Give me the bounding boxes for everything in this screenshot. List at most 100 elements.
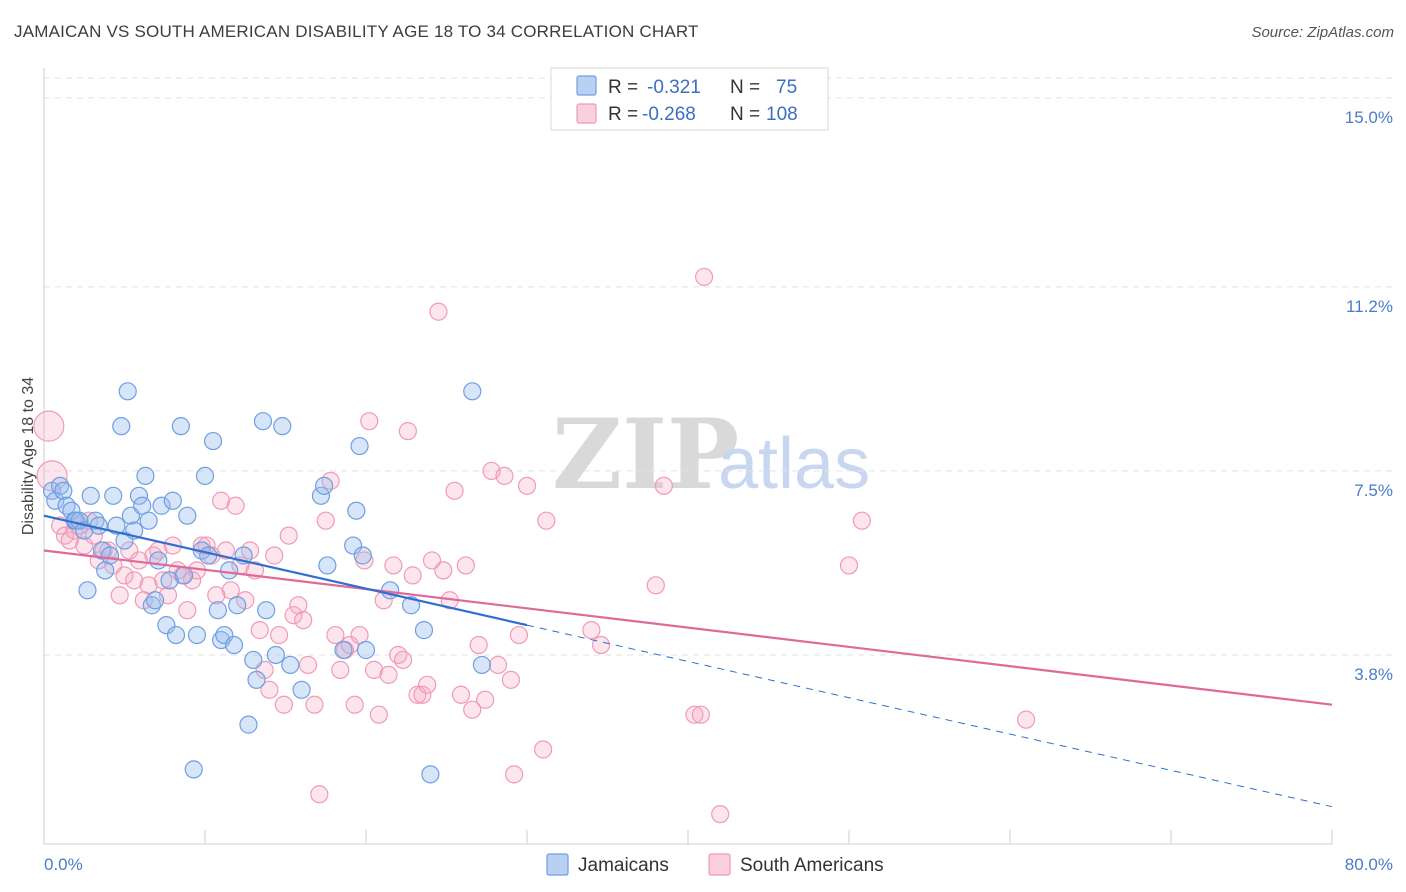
south-americans-point xyxy=(495,466,514,485)
south-americans-point xyxy=(216,541,236,560)
jamaicans-point xyxy=(239,715,258,734)
series-legend: Jamaicans South Americans xyxy=(546,853,884,876)
south-americans-point xyxy=(316,511,335,530)
jamaicans-point xyxy=(187,625,207,645)
south-americans-point xyxy=(694,267,714,287)
jamaicans-point xyxy=(401,596,421,615)
south-americans-point xyxy=(501,670,520,689)
south-americans-point xyxy=(434,561,453,580)
jamaicans-point xyxy=(266,645,285,665)
legend-n-label-jamaicans: N = xyxy=(730,77,760,98)
south-americans-point xyxy=(360,412,379,431)
jamaicans-point xyxy=(166,625,186,645)
south-americans-point xyxy=(115,566,134,585)
legend-r-label-south-americans: R = xyxy=(608,104,638,125)
south-americans-point xyxy=(685,705,704,724)
south-americans-point xyxy=(591,635,611,655)
south-americans-point xyxy=(505,765,524,784)
legend-n-label-south-americans: N = xyxy=(730,104,760,125)
jamaicans-point xyxy=(421,765,440,784)
south-americans-point xyxy=(533,740,553,759)
south-americans-point xyxy=(212,491,231,510)
jamaicans-point xyxy=(81,486,100,505)
jamaicans-point xyxy=(115,531,134,550)
jamaicans-point xyxy=(149,551,168,570)
bottom-legend-label-jamaicans: Jamaicans xyxy=(578,855,669,876)
south-americans-point xyxy=(582,621,601,640)
jamaicans-point xyxy=(104,486,123,505)
bottom-legend-label-south-americans: South Americans xyxy=(740,855,884,876)
jamaicans-point xyxy=(311,486,331,505)
y-axis-label: Disability Age 18 to 34 xyxy=(20,377,37,535)
x-tick-label-max: 80.0% xyxy=(1345,855,1393,874)
south-americans-point xyxy=(389,645,408,665)
legend-r-label-jamaicans: R = xyxy=(608,77,638,98)
south-americans-point xyxy=(294,611,313,630)
jamaicans-point xyxy=(136,466,155,485)
south-americans-point xyxy=(33,410,65,442)
jamaicans-point xyxy=(145,591,165,610)
south-americans-point xyxy=(60,531,79,550)
south-americans-point xyxy=(451,685,471,704)
jamaicans-point xyxy=(152,496,171,515)
jamaicans-point xyxy=(50,476,70,495)
south-americans-point xyxy=(418,675,437,694)
jamaicans-point xyxy=(281,655,300,675)
y-tick-label: 11.2% xyxy=(1346,297,1393,316)
jamaicans-point xyxy=(244,650,263,670)
jamaicans-trend-line xyxy=(43,514,528,627)
south-americans-point xyxy=(509,625,529,645)
legend-box xyxy=(550,67,829,131)
south-americans-point xyxy=(1016,710,1036,729)
south-americans-point xyxy=(207,586,226,605)
jamaicans-point xyxy=(247,670,266,689)
jamaicans-point xyxy=(184,760,203,779)
jamaicans-point xyxy=(142,596,161,615)
jamaicans-point xyxy=(163,491,182,510)
south-americans-point xyxy=(298,655,318,675)
south-americans-point xyxy=(413,685,432,704)
south-americans-point xyxy=(654,476,673,495)
south-americans-point xyxy=(250,621,269,640)
south-americans-point xyxy=(326,625,345,645)
jamaicans-point xyxy=(215,625,234,645)
y-tick-labels: 3.8% 7.5% 11.2% 15.0% xyxy=(1345,108,1393,684)
correlation-legend: R = -0.321 N = 75 R = -0.268 N = 108 xyxy=(550,67,829,131)
south-americans-point xyxy=(429,302,448,321)
jamaicans-point xyxy=(356,640,376,660)
jamaicans-points xyxy=(42,382,492,784)
jamaicans-point xyxy=(257,601,276,620)
jamaicans-point xyxy=(139,511,158,530)
jamaicans-point xyxy=(57,496,76,515)
south-americans-point xyxy=(408,685,427,704)
source-credit: Source: ZipAtlas.com xyxy=(1251,24,1394,41)
south-americans-point xyxy=(469,635,488,655)
south-americans-point xyxy=(517,476,537,495)
south-americans-point xyxy=(265,546,284,565)
south-americans-point xyxy=(537,511,556,530)
y-tick-label: 7.5% xyxy=(1354,481,1393,500)
south-americans-point xyxy=(125,571,144,590)
jamaicans-point xyxy=(129,486,149,505)
jamaicans-point xyxy=(54,481,73,500)
jamaicans-point xyxy=(171,417,190,436)
legend-r-value-jamaicans: -0.321 xyxy=(647,77,701,98)
jamaicans-point xyxy=(315,476,334,495)
south-americans-point xyxy=(305,695,324,714)
jamaicans-point xyxy=(334,640,353,660)
jamaicans-point xyxy=(178,506,197,525)
jamaicans-point xyxy=(472,655,492,675)
south-americans-point xyxy=(284,606,303,625)
legend-swatch-jamaicans xyxy=(576,75,597,96)
south-americans-point xyxy=(403,566,422,585)
legend-n-value-jamaicans: 75 xyxy=(776,77,797,98)
jamaicans-point xyxy=(414,621,434,640)
jamaicans-point xyxy=(78,581,97,600)
south-americans-point xyxy=(345,695,364,714)
south-americans-point xyxy=(711,805,730,824)
jamaicans-point xyxy=(107,516,126,535)
jamaicans-point xyxy=(195,466,215,485)
y-tick-label: 3.8% xyxy=(1354,665,1393,684)
x-tick-label-min: 0.0% xyxy=(44,855,83,874)
jamaicans-point xyxy=(353,546,372,565)
